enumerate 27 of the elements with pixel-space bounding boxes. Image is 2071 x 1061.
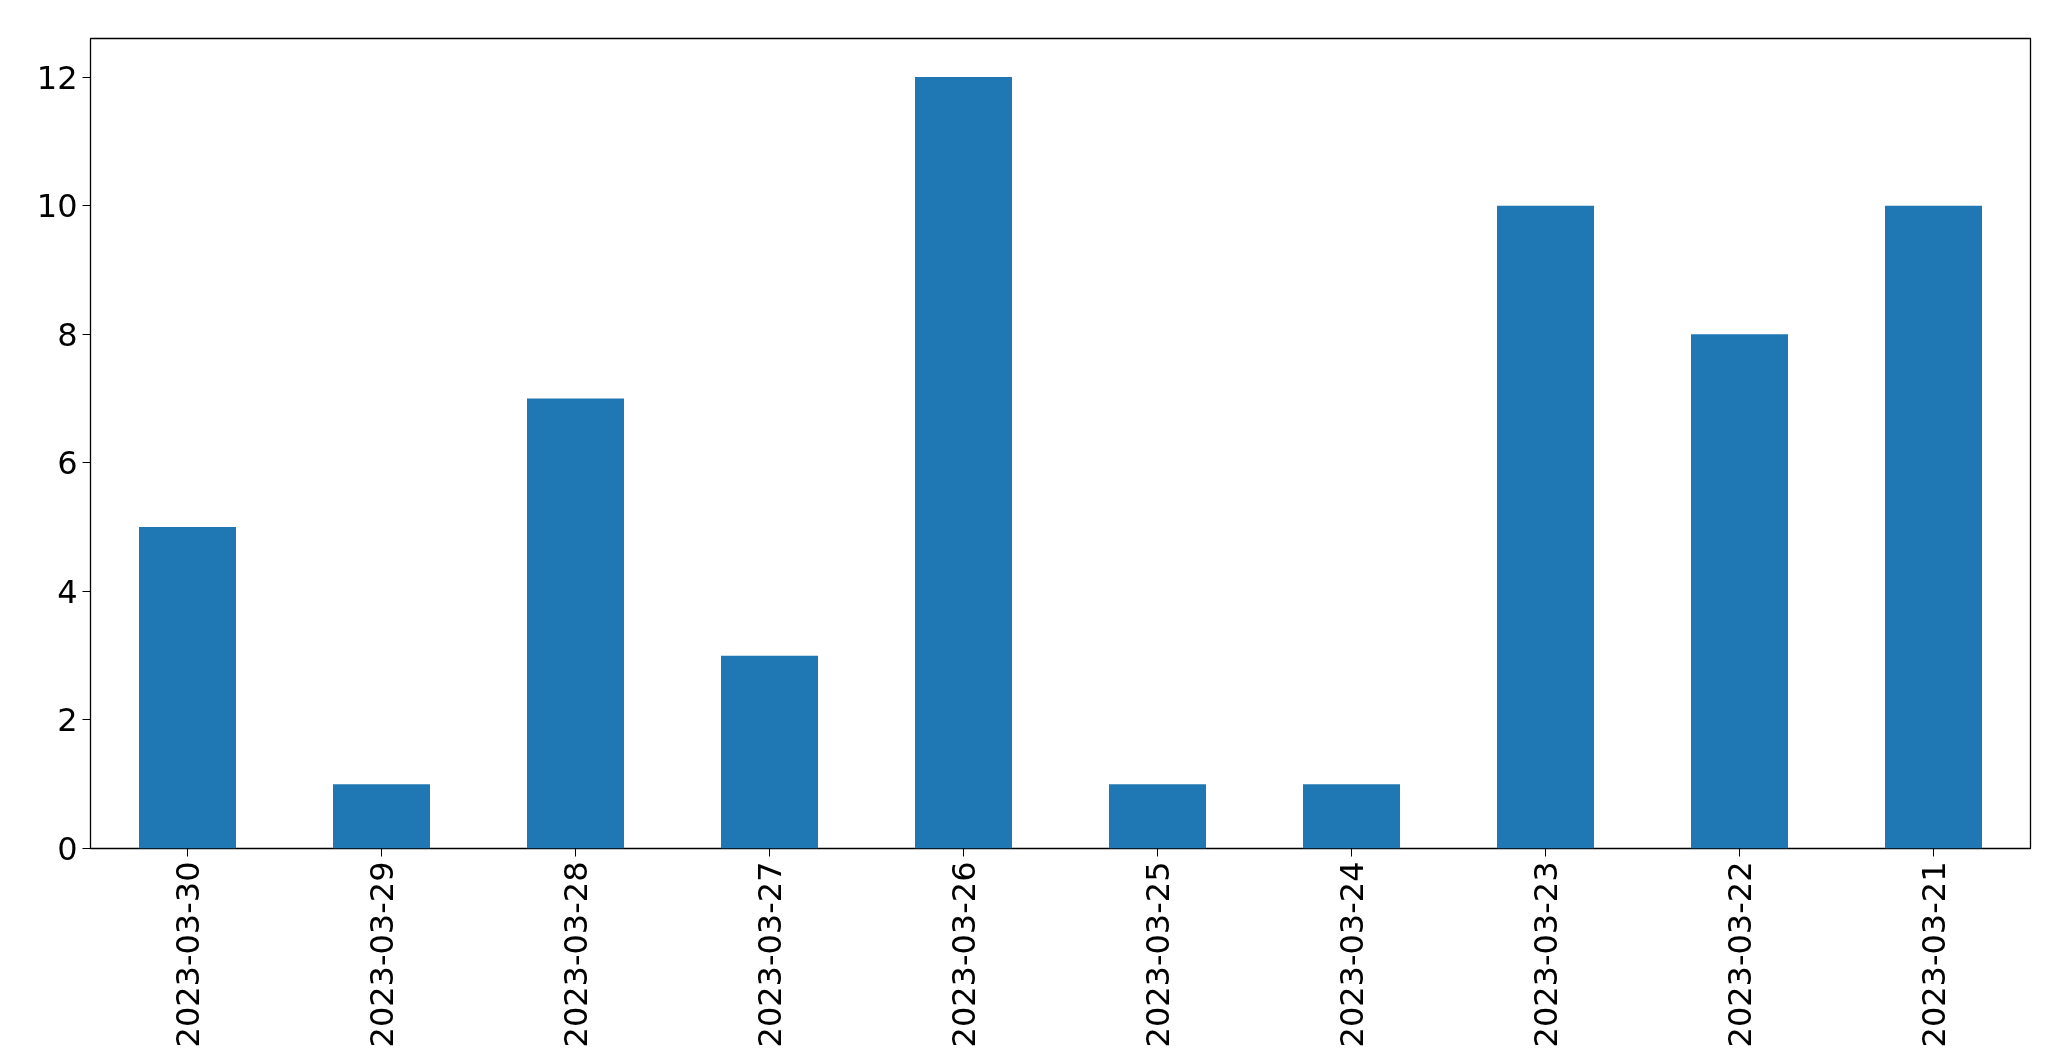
bar [1497, 205, 1594, 849]
y-tick-label: 6 [57, 444, 78, 483]
x-tick-label: 2023-03-26 [945, 861, 983, 1048]
bar [1109, 784, 1206, 849]
bar [1303, 784, 1400, 849]
y-tick-label: 2 [57, 701, 78, 740]
y-tick-label: 4 [57, 572, 78, 611]
bar [333, 784, 430, 849]
x-tick-label: 2023-03-23 [1527, 861, 1565, 1048]
x-tick-label: 2023-03-28 [557, 861, 595, 1048]
y-tick-label: 12 [36, 58, 78, 97]
bar [1885, 205, 1982, 849]
y-tick-label: 0 [57, 830, 78, 868]
x-tick-label: 2023-03-21 [1915, 861, 1953, 1048]
bar [915, 77, 1012, 849]
bar [1691, 334, 1788, 849]
x-tick-label: 2023-03-25 [1139, 861, 1177, 1048]
x-tick-label: 2023-03-22 [1721, 861, 1759, 1048]
bar [721, 655, 818, 849]
y-tick-label: 10 [36, 187, 78, 226]
x-tick-label: 2023-03-29 [363, 861, 401, 1048]
bar [139, 527, 236, 849]
x-tick-label: 2023-03-24 [1333, 861, 1371, 1048]
y-tick-label: 8 [57, 315, 78, 354]
x-tick-label: 2023-03-27 [751, 861, 789, 1048]
bar [527, 398, 624, 849]
x-tick-label: 2023-03-30 [169, 861, 207, 1048]
